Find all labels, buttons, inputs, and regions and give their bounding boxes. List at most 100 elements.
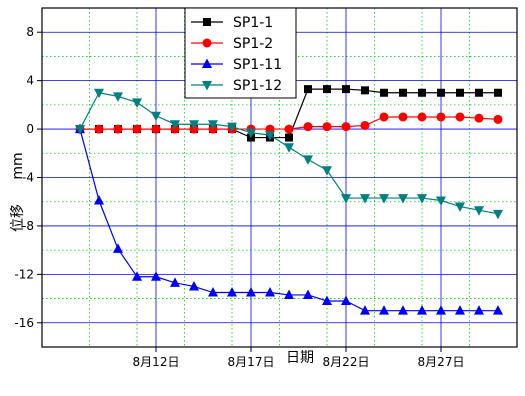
data-point (380, 88, 388, 97)
data-point (456, 88, 464, 97)
y-tick-label: 4 (26, 74, 34, 88)
legend-entry: SP1-1 (191, 15, 273, 31)
data-point (474, 305, 484, 315)
data-point (284, 124, 294, 134)
data-point (493, 114, 503, 124)
data-point (455, 305, 465, 315)
y-tick-label: -16 (14, 316, 34, 330)
data-point (341, 122, 351, 132)
x-tick-label: 8月22日 (323, 355, 370, 369)
data-point (342, 85, 350, 94)
data-point (474, 113, 484, 123)
data-point (322, 122, 332, 132)
data-point (474, 206, 484, 216)
data-point (322, 166, 332, 176)
legend-entry: SP1-2 (191, 36, 273, 52)
legend: SP1-1 SP1-2 SP1-11 SP1-12 (184, 7, 297, 99)
legend-marker (202, 38, 212, 48)
data-point (398, 305, 408, 315)
data-point (246, 287, 256, 297)
data-point (189, 120, 199, 130)
data-point (417, 194, 427, 204)
y-tick-label: -8 (22, 219, 34, 233)
legend-label: SP1-2 (233, 36, 273, 52)
data-point (132, 271, 142, 281)
data-point (151, 124, 161, 134)
data-point (132, 98, 142, 108)
data-point (493, 305, 503, 315)
data-point (132, 124, 142, 134)
data-point (75, 125, 85, 135)
legend-entry: SP1-11 (191, 57, 282, 73)
data-point (436, 112, 446, 122)
data-point (94, 195, 104, 205)
y-tick-label: 0 (26, 122, 34, 136)
x-tick-label: 8月17日 (228, 355, 275, 369)
data-point (94, 88, 104, 99)
y-axis-title: 位移 (10, 204, 26, 232)
data-point (208, 287, 218, 297)
data-point (360, 194, 370, 204)
data-point (170, 120, 180, 130)
data-point (189, 280, 199, 291)
data-point (285, 133, 293, 142)
legend-marker (202, 81, 212, 91)
data-point (379, 194, 389, 204)
data-point (417, 112, 427, 122)
data-point (246, 128, 256, 139)
data-point (303, 122, 313, 132)
data-point (113, 243, 123, 253)
x-tick-label: 8月27日 (418, 355, 465, 369)
data-point (304, 85, 312, 94)
data-point (208, 120, 218, 130)
data-point (379, 305, 389, 315)
data-point (151, 271, 161, 281)
x-tick-label: 8月12日 (133, 355, 180, 369)
data-point (398, 112, 408, 122)
data-point (284, 289, 294, 299)
legend-marker (203, 18, 211, 26)
legend-entry: SP1-12 (191, 78, 282, 94)
data-point (418, 88, 426, 97)
data-point (360, 120, 370, 130)
legend-marker (202, 58, 212, 68)
y-axis-unit: mm (10, 152, 26, 179)
data-point (113, 124, 123, 134)
data-point (284, 143, 294, 153)
data-point (151, 111, 161, 122)
y-tick-label: -12 (14, 267, 34, 281)
data-point (265, 287, 275, 297)
y-tick-label: 8 (26, 25, 34, 39)
data-point (265, 131, 275, 141)
data-point (361, 86, 369, 95)
legend-label: SP1-1 (233, 15, 273, 31)
data-point (437, 88, 445, 97)
data-point (113, 92, 123, 102)
data-point (322, 295, 332, 305)
data-point (323, 85, 331, 94)
data-point (417, 305, 427, 315)
data-point (170, 277, 180, 287)
legend-label: SP1-12 (233, 78, 282, 94)
data-point (494, 88, 502, 97)
data-point (475, 88, 483, 97)
tick-labels: 8月12日 8月17日 8月22日 8月27日 8 4 0 -4 -8 -12 -16 (14, 25, 464, 369)
data-point (360, 305, 370, 315)
data-point (341, 295, 351, 305)
data-point (341, 194, 351, 204)
data-point (436, 196, 446, 207)
data-point (227, 122, 237, 133)
data-point (398, 194, 408, 204)
data-point (379, 112, 389, 122)
data-point (303, 155, 313, 165)
data-point (399, 88, 407, 97)
x-axis-title: 日期 (286, 350, 314, 366)
data-point (493, 209, 503, 220)
data-point (227, 287, 237, 297)
series-sp1-12 (75, 88, 503, 220)
data-point (455, 202, 465, 213)
y-tick-label: -4 (22, 171, 34, 185)
data-point (455, 112, 465, 122)
legend-label: SP1-11 (233, 57, 282, 73)
